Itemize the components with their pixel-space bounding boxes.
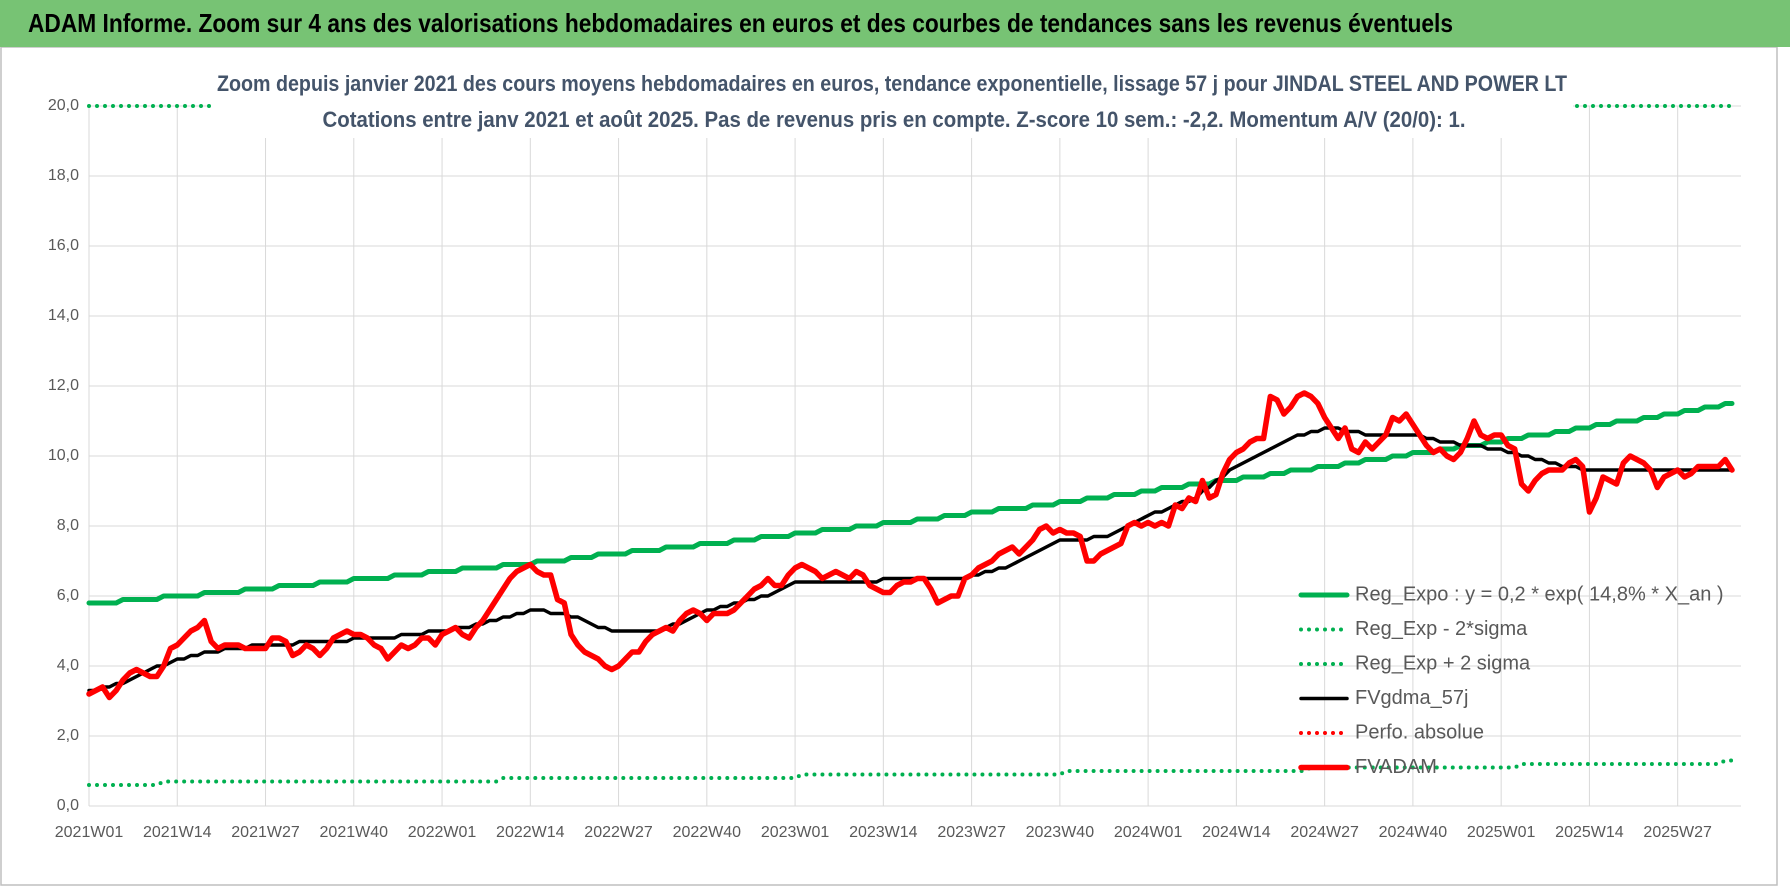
y-tick-label: 12,0 bbox=[48, 377, 79, 394]
x-tick-label: 2021W01 bbox=[55, 824, 124, 841]
header-band bbox=[0, 0, 1790, 47]
legend-label: Perfo. absolue bbox=[1355, 721, 1484, 743]
legend: Reg_Expo : y = 0,2 * exp( 14,8% * X_an )… bbox=[1298, 583, 1724, 778]
x-tick-label: 2025W01 bbox=[1467, 824, 1536, 841]
legend-label: Reg_Expo : y = 0,2 * exp( 14,8% * X_an ) bbox=[1355, 583, 1724, 605]
legend-label: Reg_Exp + 2 sigma bbox=[1355, 652, 1531, 674]
x-tick-label: 2024W27 bbox=[1290, 824, 1359, 841]
y-tick-label: 0,0 bbox=[57, 797, 79, 814]
x-tick-label: 2022W40 bbox=[673, 824, 742, 841]
legend-label: FVgdma_57j bbox=[1355, 687, 1468, 709]
y-tick-label: 6,0 bbox=[57, 587, 79, 604]
chart-subtitle: Cotations entre janv 2021 et août 2025. … bbox=[323, 107, 1466, 132]
legend-label: Reg_Exp - 2*sigma bbox=[1355, 618, 1528, 640]
legend-label: FVADAM bbox=[1355, 756, 1437, 778]
y-tick-label: 20,0 bbox=[48, 97, 79, 114]
x-tick-label: 2025W14 bbox=[1555, 824, 1624, 841]
y-tick-label: 16,0 bbox=[48, 237, 79, 254]
series-line bbox=[86, 390, 1735, 701]
x-tick-label: 2024W14 bbox=[1202, 824, 1271, 841]
x-tick-label: 2023W27 bbox=[937, 824, 1006, 841]
x-tick-label: 2021W14 bbox=[143, 824, 212, 841]
x-tick-label: 2024W40 bbox=[1379, 824, 1448, 841]
title-background bbox=[211, 68, 1573, 138]
x-tick-label: 2022W01 bbox=[408, 824, 477, 841]
x-tick-label: 2022W27 bbox=[584, 824, 653, 841]
x-tick-label: 2023W14 bbox=[849, 824, 918, 841]
y-tick-label: 18,0 bbox=[48, 167, 79, 184]
x-tick-label: 2023W01 bbox=[761, 824, 830, 841]
x-tick-label: 2025W27 bbox=[1643, 824, 1712, 841]
x-tick-label: 2023W40 bbox=[1026, 824, 1095, 841]
x-tick-label: 2021W40 bbox=[320, 824, 389, 841]
chart-title: Zoom depuis janvier 2021 des cours moyen… bbox=[217, 71, 1568, 96]
series-line bbox=[87, 758, 1734, 787]
y-tick-label: 2,0 bbox=[57, 727, 79, 744]
x-tick-label: 2021W27 bbox=[231, 824, 300, 841]
y-tick-label: 8,0 bbox=[57, 517, 79, 534]
x-tick-label: 2022W14 bbox=[496, 824, 565, 841]
header-title: ADAM Informe. Zoom sur 4 ans des valoris… bbox=[28, 8, 1453, 38]
y-tick-label: 14,0 bbox=[48, 307, 79, 324]
series-line bbox=[86, 401, 1735, 606]
y-tick-label: 10,0 bbox=[48, 447, 79, 464]
x-tick-label: 2024W01 bbox=[1114, 824, 1183, 841]
y-tick-label: 4,0 bbox=[57, 657, 79, 674]
